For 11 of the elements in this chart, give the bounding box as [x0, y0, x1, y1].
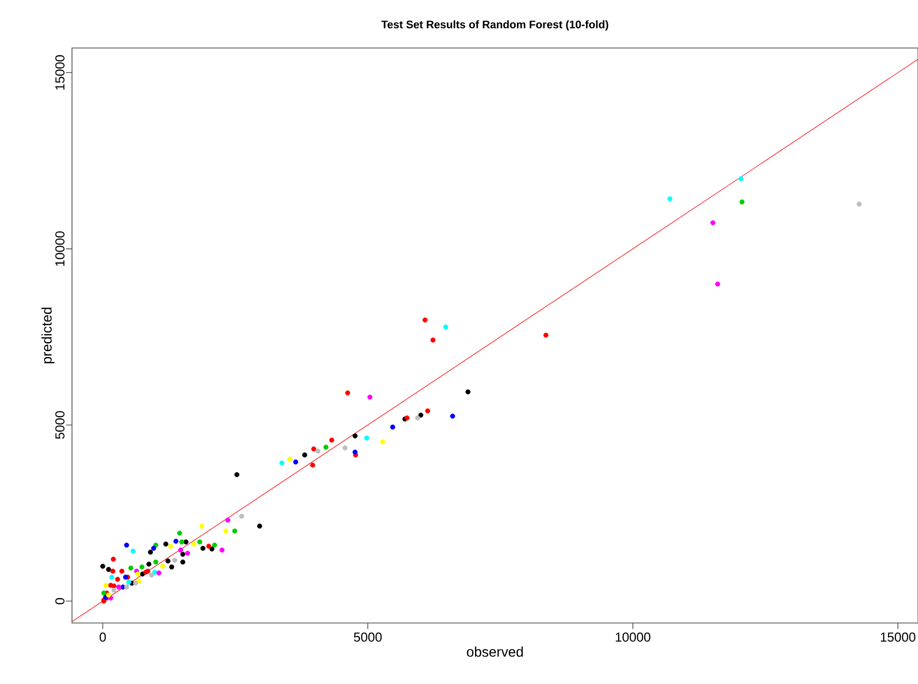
y-tick-label: 5000 [55, 411, 64, 439]
x-axis-title: observed [466, 646, 523, 657]
chart-title: Test Set Results of Random Forest (10-fold) [381, 20, 608, 30]
x-tick-label: 10000 [616, 632, 650, 642]
y-tick-label: 15000 [55, 55, 64, 90]
x-tick-label: 0 [100, 632, 106, 642]
x-tick-label: 5000 [354, 632, 382, 642]
y-tick-label: 0 [55, 598, 64, 604]
x-tick-label: 15000 [880, 632, 916, 642]
y-tick-label: 10000 [55, 231, 64, 266]
y-axis-title: predicted [41, 308, 54, 364]
